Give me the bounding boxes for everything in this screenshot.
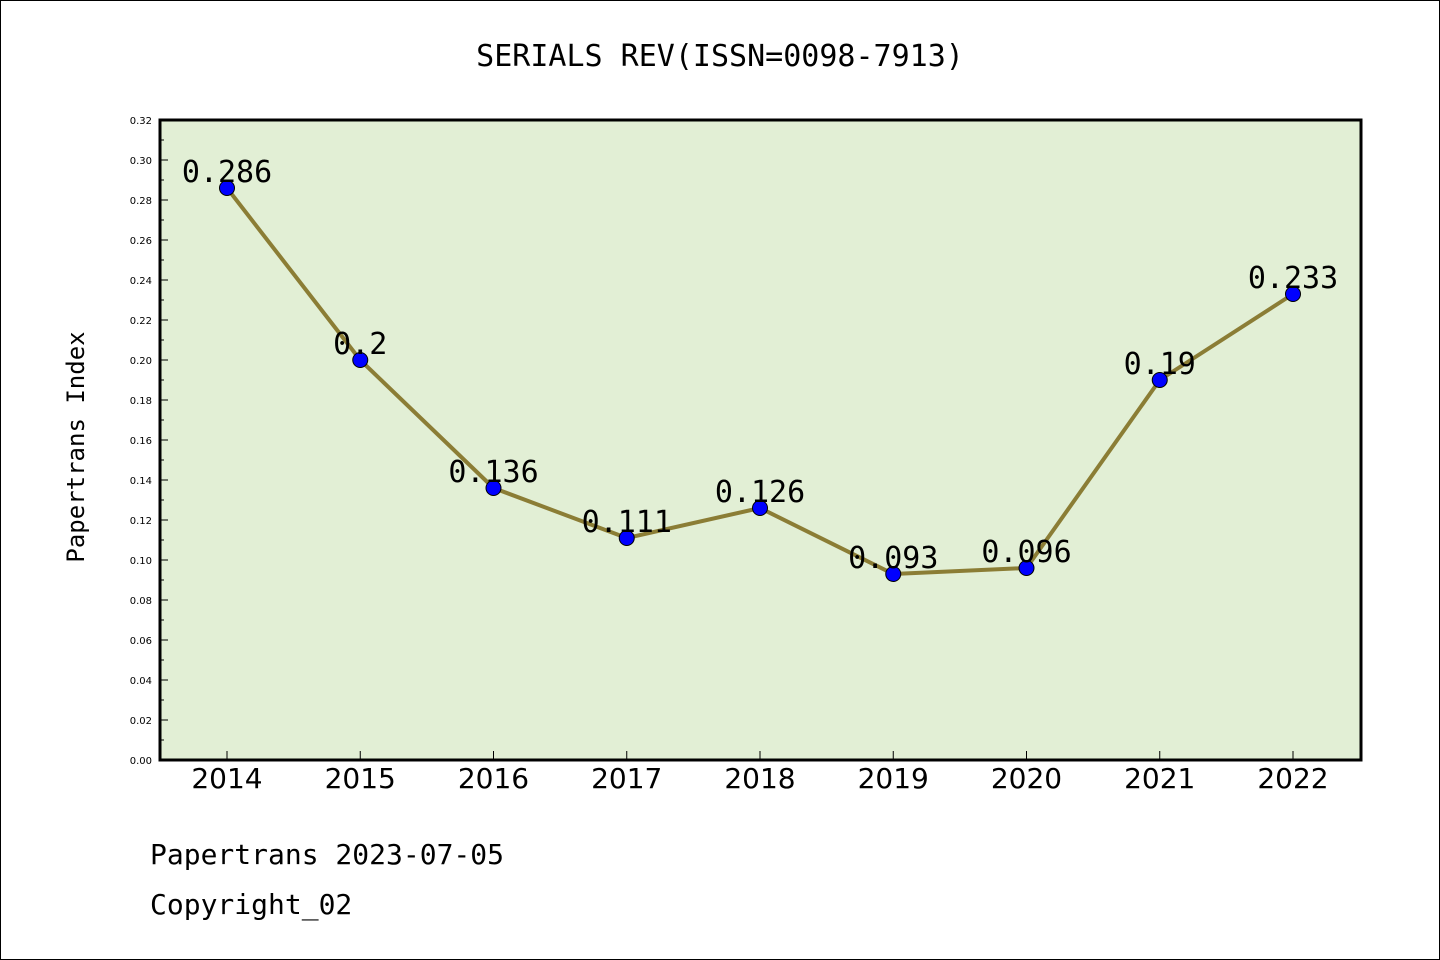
series-markers [219,180,1301,582]
y-tick-label: 0.14 [130,476,152,487]
data-point [885,566,902,582]
y-tick-label: 0.24 [130,276,152,287]
plot-area [160,120,1361,760]
y-tick-label: 0.28 [130,196,152,207]
data-point [1151,372,1168,388]
data-point [752,500,768,516]
y-tick-label: 0.16 [130,436,152,447]
x-tick-label: 2014 [191,762,262,795]
y-axis: 0.00 0.02 0.04 0.06 0.08 0.10 0.12 0.14 0.16 0.18… [130,116,168,767]
y-tick-label: 0.32 [130,116,152,127]
y-tick-label: 0.06 [130,636,152,647]
data-label: 0.233 [1248,261,1338,296]
x-tick-label: 2022 [1257,762,1328,795]
x-tick-label: 2015 [325,762,396,795]
x-tick-label: 2020 [991,762,1062,795]
x-tick-label: 2021 [1124,762,1195,795]
x-tick-label: 2016 [458,762,529,795]
data-point [485,480,502,496]
data-label: 0.136 [448,455,538,490]
footer-date: Papertrans 2023-07-05 [150,838,504,871]
data-point [352,352,369,368]
footer-copyright: Copyright_02 [150,888,352,922]
data-point [1018,560,1035,576]
x-axis: 2014 2015 2016 2017 2018 2019 2020 2021 2022 [191,751,1329,795]
y-tick-label: 0.10 [130,556,152,567]
y-tick-label: 0.08 [130,596,152,607]
x-tick-label: 2017 [591,762,662,795]
data-labels: 0.286 0.2 0.136 0.111 0.126 0.093 0.096 0.19 0.2… [182,155,1338,576]
y-tick-label: 0.12 [130,516,152,527]
y-tick-label: 0.02 [130,716,152,727]
y-tick-label: 0.20 [130,356,152,367]
y-axis-label: Papertrans Index [62,331,90,562]
data-label: 0.096 [981,535,1071,570]
x-tick-label: 2018 [724,762,795,795]
y-tick-label: 0.26 [130,236,152,247]
data-label: 0.111 [582,505,672,540]
data-label: 0.093 [848,541,938,576]
x-tick-label: 2019 [858,762,929,795]
data-label: 0.2 [333,327,387,362]
y-tick-label: 0.04 [130,676,152,687]
y-tick-label: 0.18 [130,396,152,407]
y-tick-label: 0.30 [130,156,152,167]
data-point [618,530,635,546]
data-label: 0.126 [715,475,805,510]
data-point [219,180,235,196]
data-point [1285,286,1301,302]
y-tick-label: 0.22 [130,316,152,327]
y-tick-label: 0.00 [130,756,152,767]
plot-border [158,118,1363,762]
chart-title: SERIALS REV(ISSN=0098-7913) [476,39,964,74]
data-label: 0.19 [1124,347,1196,382]
data-label: 0.286 [182,155,272,190]
